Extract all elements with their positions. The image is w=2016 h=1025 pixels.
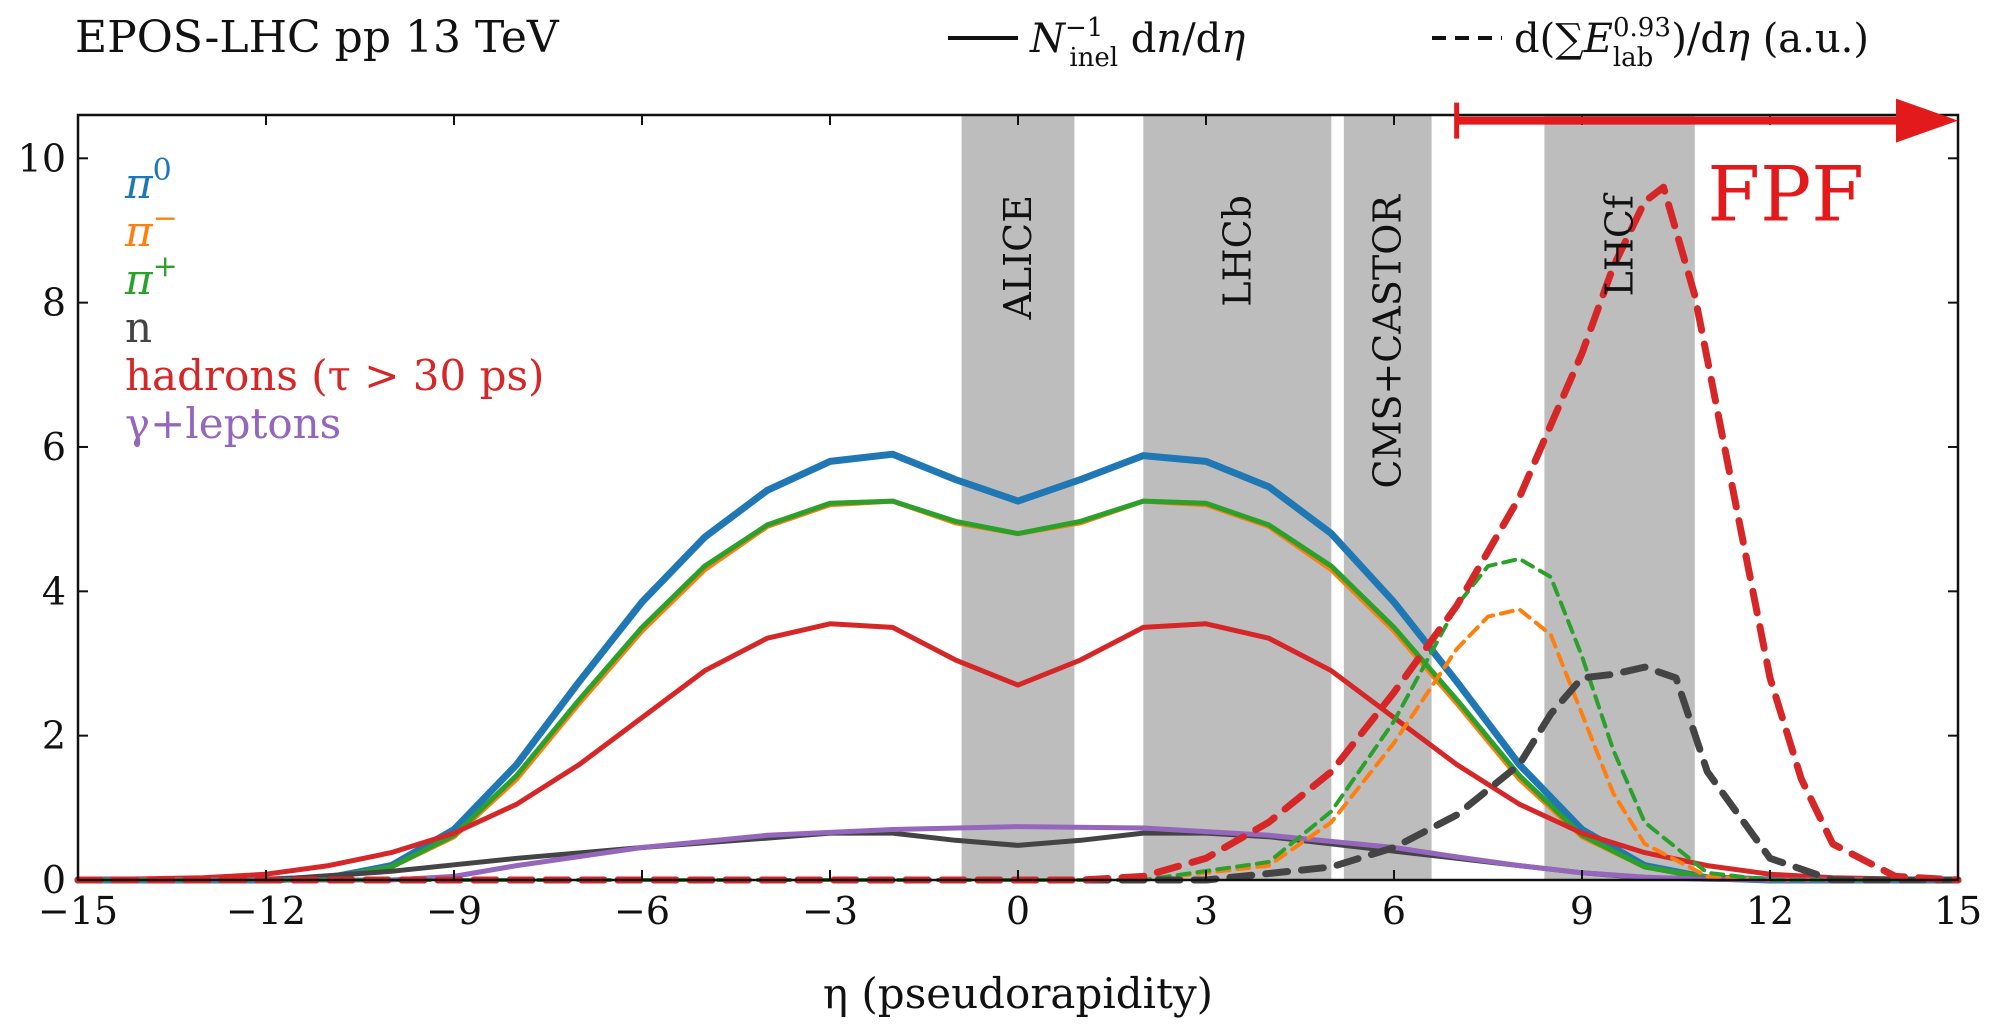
fpf-label: FPF [1707, 150, 1864, 239]
x-tick-label: −9 [426, 889, 482, 933]
band-label-alice: ALICE [996, 195, 1040, 321]
x-tick-label: −3 [802, 889, 858, 933]
legend-entry: n [125, 303, 152, 352]
x-tick-label: 9 [1570, 889, 1594, 933]
x-tick-label: −6 [614, 889, 670, 933]
y-tick-label: 6 [42, 425, 66, 469]
y-tick-label: 2 [42, 714, 66, 758]
x-axis-label: η (pseudorapidity) [823, 969, 1213, 1018]
band-label-lhcb: LHCb [1215, 195, 1259, 307]
x-tick-label: −15 [38, 889, 118, 933]
legend-entry: γ+leptons [125, 399, 341, 448]
bands-layer [961, 115, 1695, 880]
x-tick-label: 15 [1934, 889, 1982, 933]
series-line-0 [74, 450, 1962, 884]
dashed-style-label: d(∑E0.93 lab)/dη (a.u.) [1514, 13, 1869, 73]
series-line-n-dashed [74, 663, 1962, 884]
series-line-hadrons-dashed [74, 183, 1962, 884]
x-tick-label: 12 [1746, 889, 1794, 933]
legend-entry: π− [124, 201, 178, 256]
series-layer [74, 183, 1962, 884]
series-line-dashed [76, 607, 1960, 882]
legend-entry: π0 [124, 153, 172, 208]
x-tick-label: −12 [226, 889, 306, 933]
band-lhcf [1544, 115, 1695, 880]
series-line- [75, 498, 1961, 883]
fpf-annotation: FPF [1454, 98, 1958, 239]
legend-entry: hadrons (τ > 30 ps) [125, 351, 544, 400]
band-label-cms-castor: CMS+CASTOR [1366, 194, 1410, 489]
band-cms-castor [1343, 115, 1432, 880]
y-tick-label: 4 [42, 569, 66, 613]
series-line-dashed [76, 556, 1960, 882]
y-tick-label: 0 [42, 858, 66, 902]
ticks-layer: −15 −12 −9 −6 −3 0 3 6 9 12 15 0 2 4 6 8 10 [18, 115, 1982, 933]
series-line-leptons [75, 824, 1961, 883]
solid-style-label: N−1 inel dn/dη [1029, 13, 1245, 73]
chart-title: EPOS-LHC pp 13 TeV [75, 12, 560, 63]
series-line-hadrons-30-ps [75, 621, 1961, 883]
legend-entry: π+ [124, 249, 178, 304]
band-lhcb [1143, 115, 1332, 880]
fpf-arrow-head [1896, 98, 1958, 143]
x-tick-label: 6 [1382, 889, 1406, 933]
band-labels-layer: ALICE LHCb CMS+CASTOR LHCf [996, 192, 1642, 488]
x-tick-label: 3 [1194, 889, 1218, 933]
line-style-legend: N−1 inel dn/dη d(∑E0.93 lab)/dη (a.u.) [948, 13, 1869, 73]
y-tick-label: 10 [18, 136, 66, 180]
y-tick-label: 8 [42, 281, 66, 325]
x-tick-label: 0 [1006, 889, 1030, 933]
band-label-lhcf: LHCf [1598, 192, 1642, 296]
